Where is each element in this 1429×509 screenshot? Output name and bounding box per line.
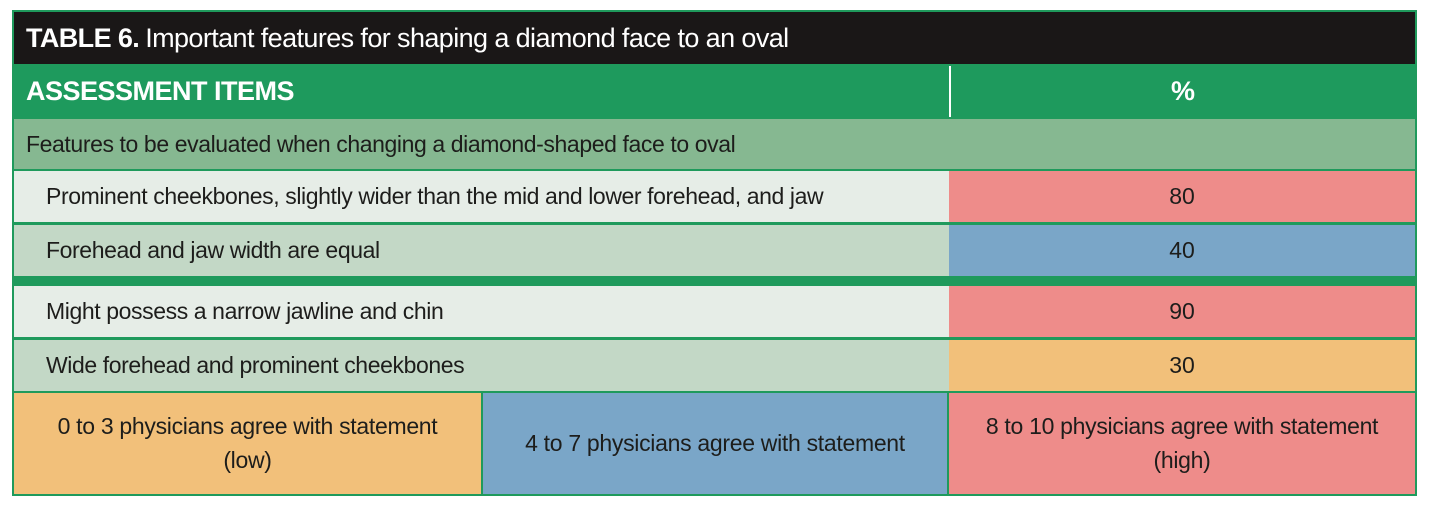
row-label: Wide forehead and prominent cheekbones (46, 352, 465, 378)
table-row: Wide forehead and prominent cheekbones 3… (14, 340, 1415, 391)
table-row: Forehead and jaw width are equal 40 (14, 225, 1415, 276)
table-caption: Important features for shaping a diamond… (145, 22, 789, 53)
row-value: 30 (949, 340, 1415, 391)
table-title: TABLE 6. Important features for shaping … (14, 12, 1415, 64)
table-row: Prominent cheekbones, slightly wider tha… (14, 171, 1415, 222)
table-header: ASSESSMENT ITEMS % (14, 66, 1415, 117)
legend-low-text: 0 to 3 physicians agree with statement (57, 413, 438, 440)
table-row: Might possess a narrow jawline and chin … (14, 286, 1415, 337)
legend-low: 0 to 3 physicians agree with statement (… (14, 393, 481, 494)
legend-row: 0 to 3 physicians agree with statement (… (14, 393, 1415, 494)
features-table: TABLE 6. Important features for shaping … (12, 10, 1417, 496)
header-assessment-items: ASSESSMENT ITEMS (26, 76, 295, 106)
legend-high-text: 8 to 10 physicians agree with statement (985, 413, 1379, 440)
legend-low-level: (low) (223, 446, 272, 473)
row-value: 90 (949, 286, 1415, 337)
section-label: Features to be evaluated when changing a… (14, 119, 1415, 169)
header-percent: % (949, 66, 1415, 117)
row-value: 40 (949, 225, 1415, 276)
row-label: Might possess a narrow jawline and chin (46, 298, 444, 324)
legend-high: 8 to 10 physicians agree with statement … (949, 393, 1415, 494)
legend-mid: 4 to 7 physicians agree with statement (483, 393, 947, 494)
row-label: Forehead and jaw width are equal (46, 237, 380, 263)
legend-mid-text: 4 to 7 physicians agree with statement (525, 429, 905, 456)
row-value: 80 (949, 171, 1415, 222)
table-number: TABLE 6. (26, 22, 140, 53)
legend-high-level: (high) (1153, 446, 1211, 473)
row-label: Prominent cheekbones, slightly wider tha… (46, 183, 824, 209)
